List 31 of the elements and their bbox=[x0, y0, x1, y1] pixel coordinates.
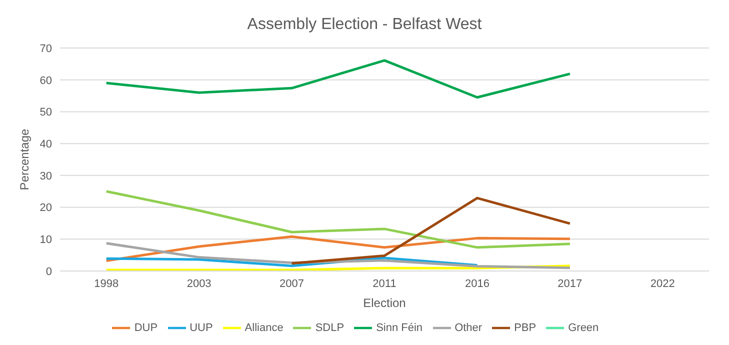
x-tick-label: 2022 bbox=[650, 278, 675, 290]
chart-title: Assembly Election - Belfast West bbox=[246, 15, 483, 35]
x-tick-label: 2011 bbox=[372, 278, 396, 290]
line-series bbox=[105, 59, 572, 99]
legend-label: Alliance bbox=[244, 322, 284, 334]
y-axis-title: Percentage bbox=[17, 128, 32, 190]
y-tick-label: 70 bbox=[40, 42, 52, 55]
legend-label: PBP bbox=[514, 322, 536, 334]
legend-label: UUP bbox=[190, 322, 213, 334]
x-tick-label: 2003 bbox=[186, 278, 212, 290]
x-tick-label: 2007 bbox=[280, 278, 304, 290]
x-tick-label: 2017 bbox=[558, 278, 582, 290]
line-series bbox=[105, 190, 572, 249]
y-tick-label: 30 bbox=[40, 170, 52, 182]
legend-label: Sinn Féin bbox=[376, 322, 423, 334]
y-tick-label: 50 bbox=[40, 106, 52, 119]
legend-label: DUP bbox=[134, 322, 158, 334]
y-tick-label: 40 bbox=[40, 138, 52, 150]
line-series bbox=[105, 235, 572, 262]
x-axis-title: Election bbox=[363, 296, 406, 310]
x-tick-label: 2016 bbox=[464, 278, 490, 290]
y-tick-label: 60 bbox=[40, 74, 52, 87]
legend-label: Green bbox=[568, 322, 599, 334]
x-tick-label: 1998 bbox=[94, 278, 119, 290]
line-series bbox=[105, 242, 572, 270]
line-series bbox=[290, 196, 572, 265]
y-tick-label: 10 bbox=[40, 234, 52, 246]
legend-label: SDLP bbox=[315, 322, 344, 334]
y-tick-label: 0 bbox=[46, 266, 52, 278]
legend-label: Other bbox=[454, 322, 482, 334]
y-tick-label: 20 bbox=[40, 202, 52, 214]
